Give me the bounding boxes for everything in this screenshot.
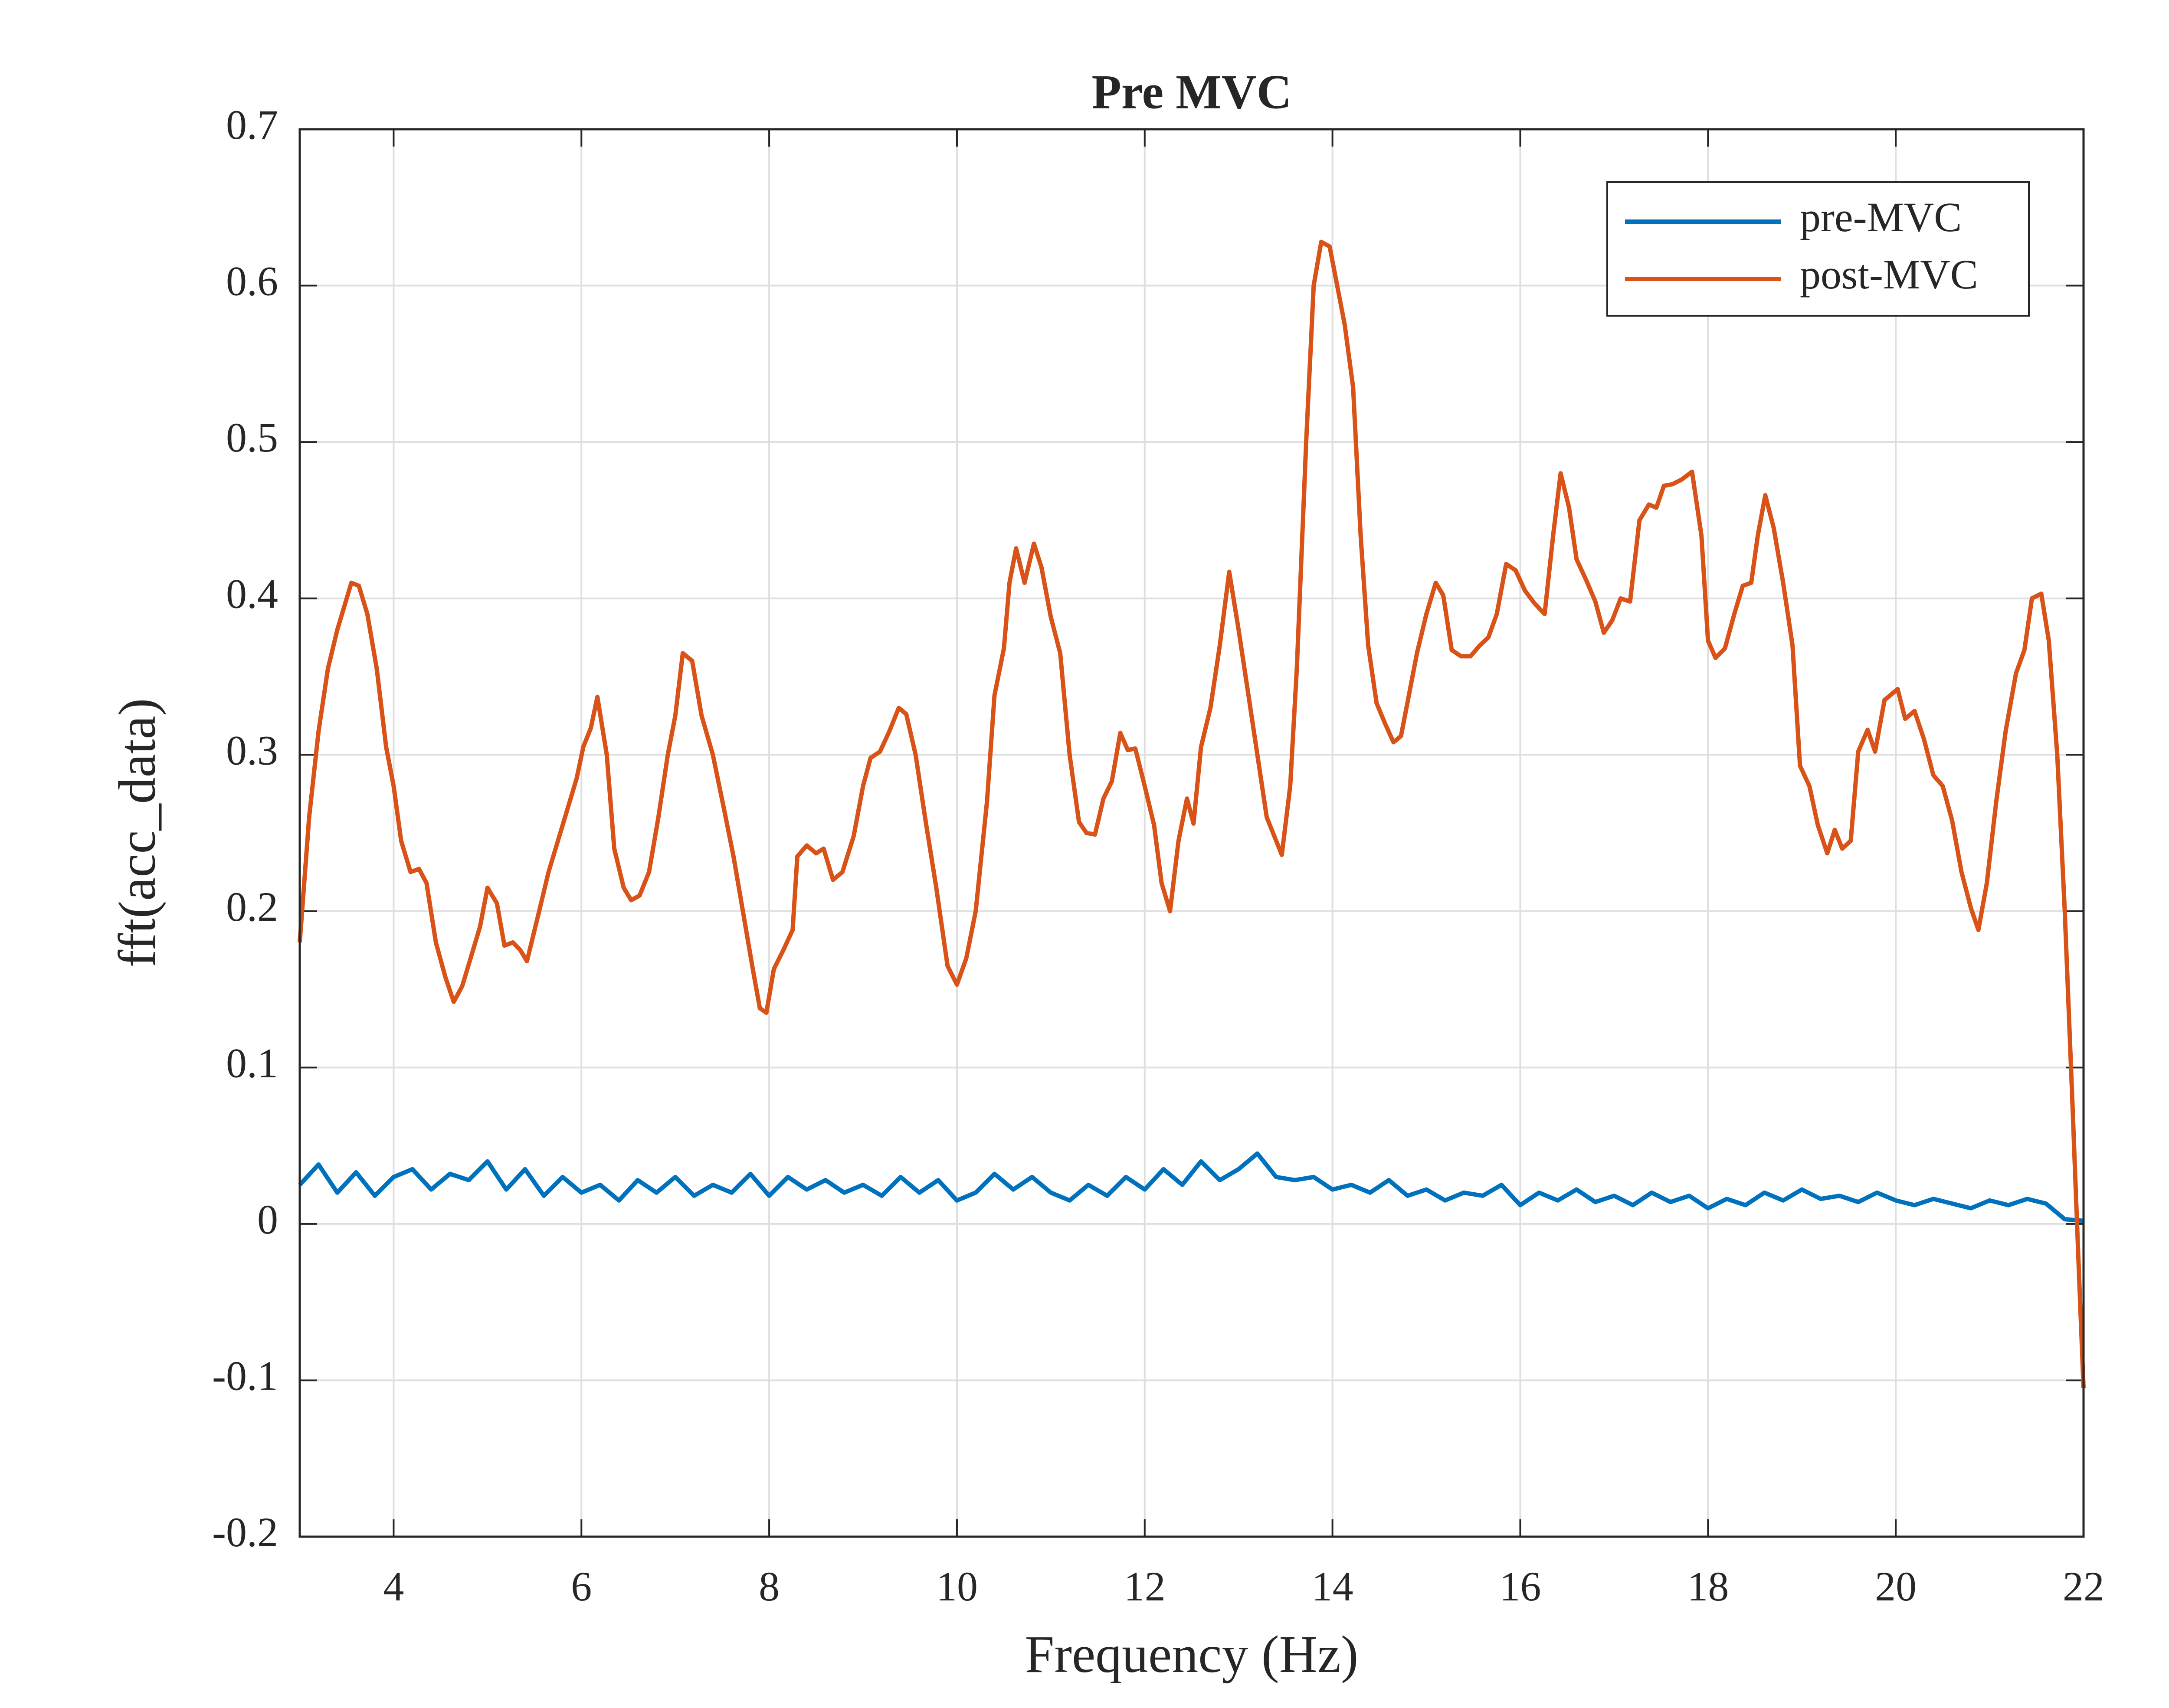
x-tick-label: 16 [1499,1563,1541,1610]
x-tick-label: 20 [1875,1563,1917,1610]
y-tick-label: -0.1 [212,1352,278,1399]
y-tick-label: 0.6 [226,258,278,304]
legend-box [1606,181,2030,317]
x-tick-label: 18 [1687,1563,1729,1610]
y-tick-label: 0.3 [226,727,278,773]
data-line [298,239,2086,1388]
x-axis-label: Frequency (Hz) [1025,1625,1359,1684]
plot-frame [298,128,2085,1538]
y-tick-label: 0.2 [226,883,278,930]
x-tick-label: 12 [1124,1563,1166,1610]
y-tick-label: 0.5 [226,414,278,461]
x-tick-label: 6 [571,1563,592,1610]
x-tick-label: 8 [759,1563,780,1610]
y-tick-label: 0 [257,1196,278,1243]
chart-title: Pre MVC [1091,65,1291,119]
legend: pre-MVC post-MVC [1606,181,2030,317]
x-tick-label: 4 [383,1563,404,1610]
y-axis-label: fft(acc_data) [108,698,167,968]
y-tick-label: 0.7 [226,101,278,148]
x-tick-label: 22 [2063,1563,2104,1610]
y-tick-label: -0.2 [212,1509,278,1555]
legend-label: post-MVC [1800,251,1978,298]
y-tick-label: 0.4 [226,571,278,617]
data-line [298,1151,2084,1223]
x-tick-label: 10 [936,1563,978,1610]
legend-label: pre-MVC [1800,194,1962,240]
y-tick-label: 0.1 [226,1040,278,1086]
x-tick-label: 14 [1312,1563,1353,1610]
